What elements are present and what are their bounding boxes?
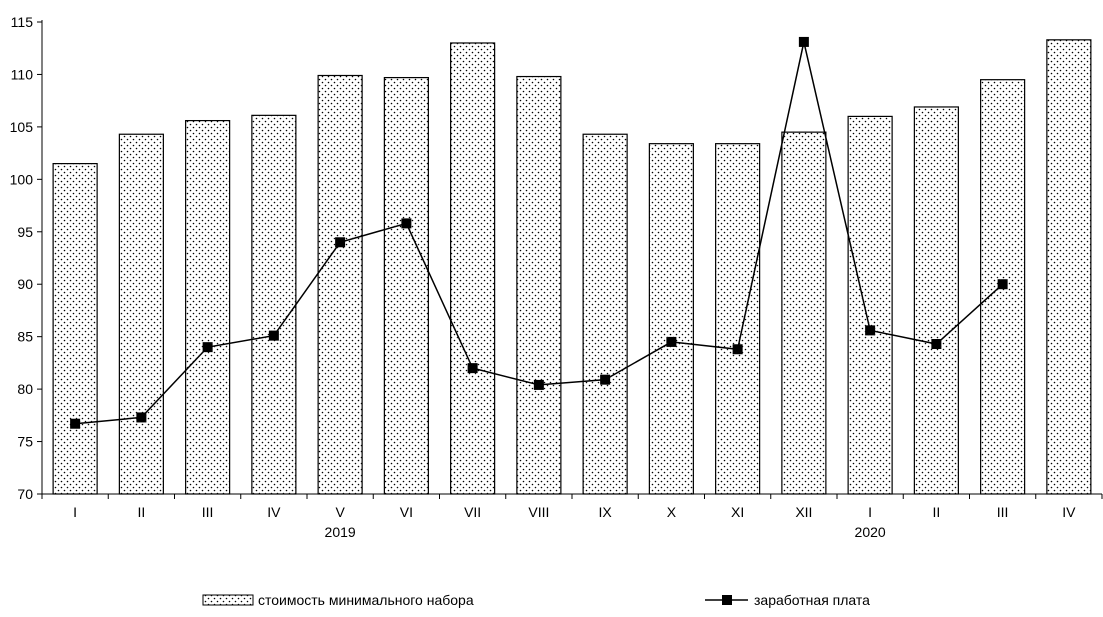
salary-point	[335, 237, 346, 248]
year-label: 2019	[325, 524, 356, 540]
legend-bar-label: стоимость минимального набора	[258, 592, 474, 608]
salary-point	[401, 218, 412, 229]
bar	[450, 42, 496, 495]
bar	[251, 114, 297, 495]
x-tick-label: I	[868, 504, 872, 520]
salary-point	[865, 325, 876, 336]
bar	[648, 143, 694, 495]
year-label: 2020	[855, 524, 886, 540]
salary-point	[931, 339, 942, 350]
x-tick-label: VI	[400, 504, 413, 520]
y-tick-label: 110	[11, 66, 34, 82]
y-tick-label: 115	[11, 14, 34, 30]
legend-line-label: заработная плата	[754, 592, 870, 608]
bar	[1046, 39, 1092, 495]
y-tick-label: 95	[17, 224, 33, 240]
x-tick-label: III	[202, 504, 214, 520]
salary-point	[467, 363, 478, 374]
x-tick-label: IV	[1062, 504, 1076, 520]
bar	[582, 133, 628, 495]
bar	[847, 115, 893, 495]
x-tick-label: II	[137, 504, 145, 520]
salary-point	[202, 342, 213, 353]
y-tick-label: 85	[17, 329, 33, 345]
x-tick-label: XI	[731, 504, 744, 520]
y-tick-label: 105	[10, 119, 34, 135]
y-tick-label: 100	[10, 171, 34, 187]
salary-point	[533, 379, 544, 390]
x-tick-label: X	[667, 504, 677, 520]
bar	[185, 119, 231, 495]
salary-point	[732, 344, 743, 355]
salary-point	[666, 336, 677, 347]
x-tick-label: IX	[599, 504, 613, 520]
bar	[317, 74, 363, 495]
x-tick-label: I	[73, 504, 77, 520]
legend-bar-swatch	[202, 594, 254, 606]
legend-line-marker	[722, 595, 732, 605]
bar	[52, 163, 98, 495]
x-tick-label: VII	[464, 504, 481, 520]
x-tick-label: XII	[795, 504, 812, 520]
y-tick-label: 75	[17, 434, 33, 450]
salary-point	[268, 330, 279, 341]
bar	[516, 75, 562, 495]
bar	[781, 131, 827, 495]
x-tick-label: V	[335, 504, 345, 520]
x-tick-label: VIII	[528, 504, 549, 520]
bar	[118, 133, 164, 495]
x-tick-label: III	[997, 504, 1009, 520]
x-tick-label: IV	[267, 504, 281, 520]
bar	[913, 106, 959, 495]
salary-point	[136, 412, 147, 423]
bar	[383, 76, 429, 495]
salary-point	[798, 36, 809, 47]
salary-point	[600, 374, 611, 385]
y-tick-label: 90	[17, 276, 33, 292]
salary-point	[70, 418, 81, 429]
x-tick-label: II	[932, 504, 940, 520]
salary-point	[997, 279, 1008, 290]
y-tick-label: 70	[17, 486, 33, 502]
bar	[715, 143, 761, 495]
y-tick-label: 80	[17, 381, 33, 397]
